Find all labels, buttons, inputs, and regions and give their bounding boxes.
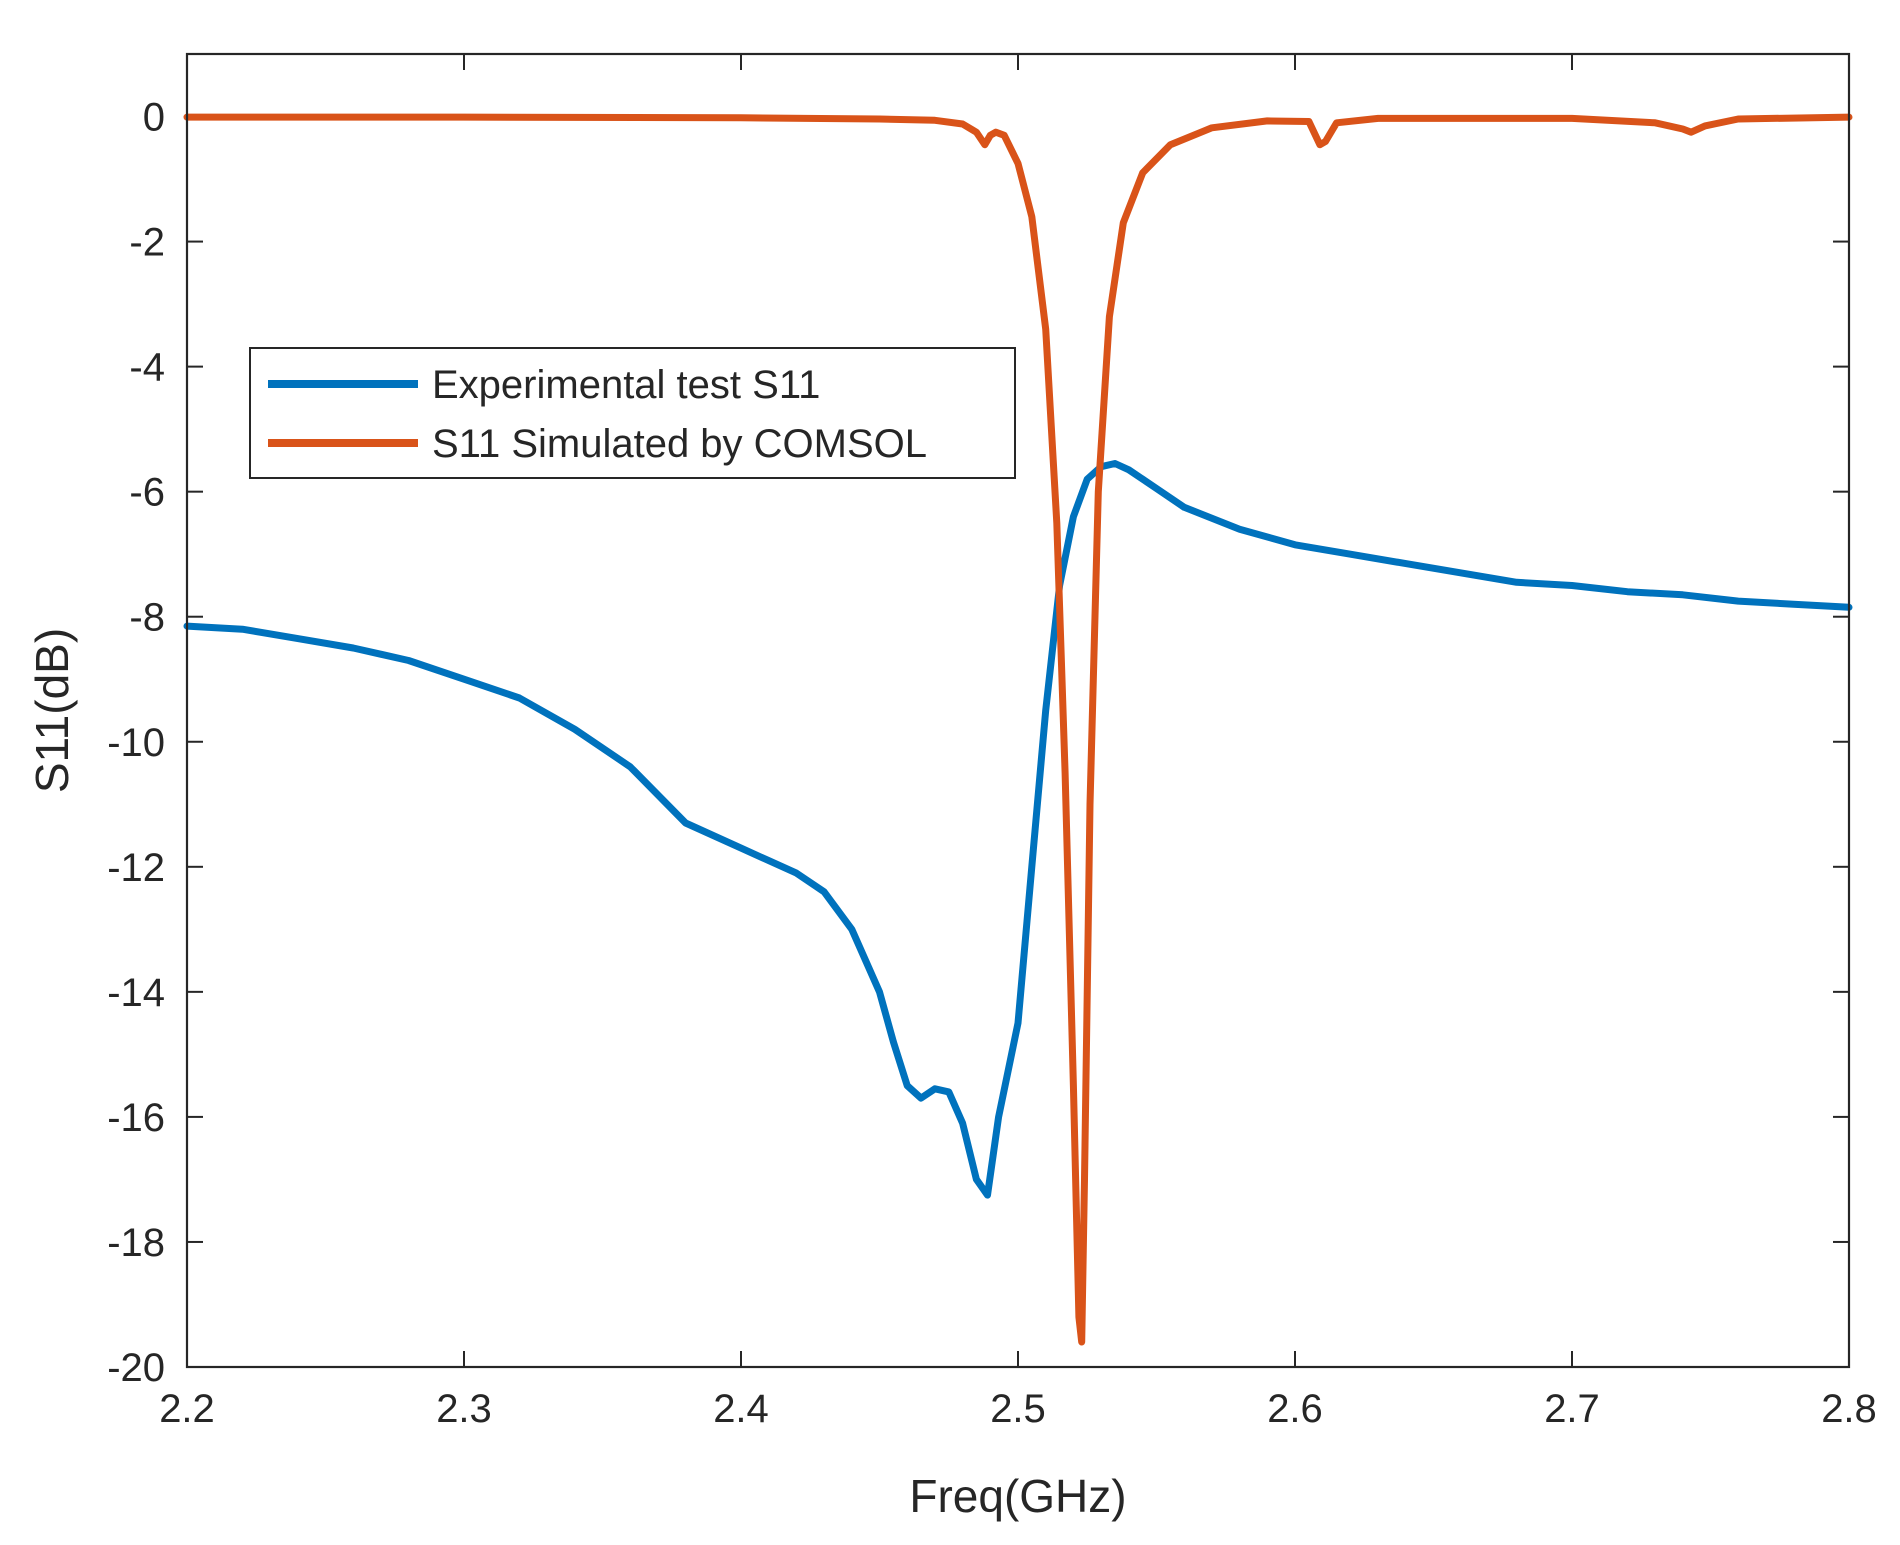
x-tick-label: 2.2 — [159, 1387, 215, 1431]
y-tick-label: 0 — [143, 96, 165, 140]
series-layer — [183, 113, 1853, 1346]
y-tick-label: -10 — [107, 721, 165, 765]
y-tick-label: -18 — [107, 1221, 165, 1265]
y-axis-title: S11(dB) — [26, 628, 78, 793]
y-tick-label: -8 — [129, 596, 165, 640]
x-tick-label: 2.4 — [713, 1387, 769, 1431]
legend-label-experimental: Experimental test S11 — [432, 363, 820, 407]
y-tick-label: -4 — [129, 346, 165, 390]
legend-label-simulated: S11 Simulated by COMSOL — [432, 422, 927, 466]
x-tick-label: 2.7 — [1544, 1387, 1600, 1431]
x-tick-label: 2.8 — [1821, 1387, 1877, 1431]
y-tick-label: -6 — [129, 471, 165, 515]
series-line-simulated — [183, 113, 1853, 1346]
x-tick-label: 2.3 — [436, 1387, 492, 1431]
legend: Experimental test S11 S11 Simulated by C… — [249, 347, 1016, 479]
x-tick-label: 2.6 — [1267, 1387, 1323, 1431]
tick-labels: 2.2 2.3 2.4 2.5 2.6 2.7 2.8 0 -2 -4 -6 -8 -10 -12 -14 -… — [107, 96, 1877, 1431]
legend-box — [249, 347, 1016, 479]
y-tick-label: -14 — [107, 971, 165, 1015]
y-tick-label: -2 — [129, 221, 165, 265]
plot-area-frame — [185, 52, 1851, 1369]
x-tick-label: 2.5 — [990, 1387, 1046, 1431]
y-tick-label: -12 — [107, 846, 165, 890]
y-tick-label: -16 — [107, 1096, 165, 1140]
x-axis-title: Freq(GHz) — [909, 1470, 1126, 1522]
y-tick-label: -20 — [107, 1346, 165, 1390]
series-line-experimental — [183, 460, 1853, 1199]
